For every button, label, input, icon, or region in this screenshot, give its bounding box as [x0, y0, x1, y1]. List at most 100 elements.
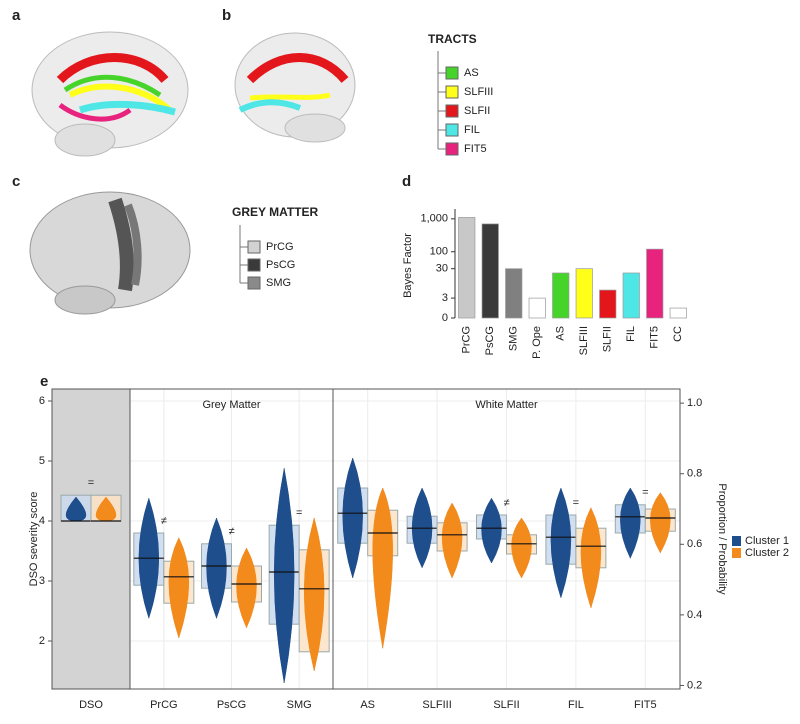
- panel-label: e: [40, 373, 48, 390]
- bar: [575, 268, 593, 319]
- comparison-symbol: =: [296, 507, 302, 519]
- x-tick-label: FIT5: [634, 699, 657, 711]
- violin: [303, 517, 325, 672]
- y-tick-label: 100: [430, 246, 448, 258]
- violin: [580, 507, 602, 609]
- violin: [650, 492, 671, 554]
- x-tick-label: PrCG: [150, 699, 178, 711]
- plot-frame: [51, 388, 681, 690]
- violin: [511, 517, 532, 579]
- x-tick-label: FIT5: [649, 326, 661, 349]
- y-tick-label: 0: [442, 312, 448, 324]
- y2-tick-label: 0.6: [687, 538, 702, 550]
- x-tick-label: SMG: [287, 699, 312, 711]
- legend-title: GREY MATTER: [232, 205, 319, 219]
- y2-tick-label: 0.8: [687, 468, 702, 480]
- legend-label: FIT5: [464, 143, 487, 155]
- legend-label: Cluster 1: [745, 535, 789, 547]
- legend-swatch: [445, 85, 459, 99]
- x-tick-label: SLFIII: [422, 699, 451, 711]
- legend-label: FIL: [464, 124, 480, 136]
- y-tick-label: 4: [39, 515, 45, 527]
- y-tick-label: 5: [39, 455, 45, 467]
- legend-label: SLFIII: [464, 86, 493, 98]
- violin: [236, 547, 257, 629]
- violin: [273, 468, 295, 684]
- panel-label: c: [12, 173, 20, 190]
- x-tick-label: DSO: [79, 699, 103, 711]
- x-tick-label: P. Ope: [531, 326, 543, 359]
- comparison-symbol: =: [573, 497, 579, 509]
- legend-swatch: [732, 548, 741, 558]
- brain-image: [31, 31, 189, 157]
- legend-label: AS: [464, 67, 479, 79]
- panel-label: b: [222, 7, 231, 24]
- y-tick-label: 6: [39, 395, 45, 407]
- violin: [620, 487, 641, 559]
- violin: [441, 502, 463, 579]
- comparison-symbol: ≠: [228, 526, 234, 538]
- violin: [342, 457, 363, 579]
- panel-label: a: [12, 7, 21, 24]
- y-tick-label: 1,000: [420, 213, 448, 225]
- legend-swatch: [445, 123, 459, 137]
- legend-label: Cluster 2: [745, 547, 789, 559]
- violin: [372, 487, 393, 649]
- legend-swatch: [247, 276, 261, 290]
- bar: [552, 272, 570, 319]
- legend-swatch: [247, 258, 261, 272]
- y-tick-label: 2: [39, 635, 45, 647]
- legend-label: PsCG: [266, 259, 295, 271]
- x-tick-label: PsCG: [484, 326, 496, 355]
- violin: [168, 537, 190, 639]
- bar: [528, 297, 546, 319]
- legend-label: SLFII: [464, 105, 490, 117]
- comparison-symbol: ≠: [503, 497, 509, 509]
- x-tick-label: SLFII: [602, 326, 614, 352]
- y-tick-label: 30: [436, 263, 448, 275]
- brain-image: [29, 191, 191, 315]
- comparison-symbol: =: [88, 477, 94, 489]
- bar: [505, 268, 523, 319]
- section-label: Grey Matter: [202, 399, 260, 411]
- legend-label: SMG: [266, 277, 291, 289]
- bar: [599, 289, 617, 319]
- x-tick-label: SLFII: [493, 699, 519, 711]
- legend-swatch: [445, 142, 459, 156]
- violin: [550, 487, 572, 599]
- legend-title: TRACTS: [428, 32, 477, 46]
- x-tick-label: SLFIII: [578, 326, 590, 355]
- legend: TRACTS AS SLFIII SLFII FIL FIT5: [428, 32, 493, 156]
- legend-swatch: [247, 240, 261, 254]
- x-tick-label: AS: [555, 326, 567, 341]
- x-tick-label: AS: [360, 699, 375, 711]
- comparison-symbol: =: [642, 487, 648, 499]
- y2-axis-title: Proportion / Probability: [716, 483, 728, 595]
- section-label: White Matter: [475, 399, 538, 411]
- x-tick-label: FIL: [625, 326, 637, 342]
- bar: [646, 248, 664, 319]
- legend-label: PrCG: [266, 241, 294, 253]
- panel-label: d: [402, 173, 411, 190]
- bar: [669, 307, 687, 319]
- y-axis-title: Bayes Factor: [402, 233, 414, 298]
- y-tick-label: 3: [39, 575, 45, 587]
- x-tick-label: PsCG: [217, 699, 246, 711]
- violin: [206, 517, 227, 619]
- legend-swatch: [445, 66, 459, 80]
- bar: [481, 223, 499, 319]
- violin: [481, 497, 502, 564]
- brain-image: [234, 32, 356, 143]
- y2-tick-label: 0.4: [687, 609, 702, 621]
- x-tick-label: SMG: [508, 326, 520, 351]
- comparison-symbol: ≠: [161, 515, 167, 527]
- bar: [622, 272, 640, 319]
- x-tick-label: PrCG: [461, 326, 473, 354]
- y-tick-label: 3: [442, 292, 448, 304]
- y-axis-title: DSO severity score: [28, 492, 40, 587]
- y2-tick-label: 0.2: [687, 679, 702, 691]
- legend: GREY MATTER PrCG PsCG SMG: [232, 205, 319, 290]
- dso-panel-bg: [52, 389, 130, 689]
- x-tick-label: FIL: [568, 699, 584, 711]
